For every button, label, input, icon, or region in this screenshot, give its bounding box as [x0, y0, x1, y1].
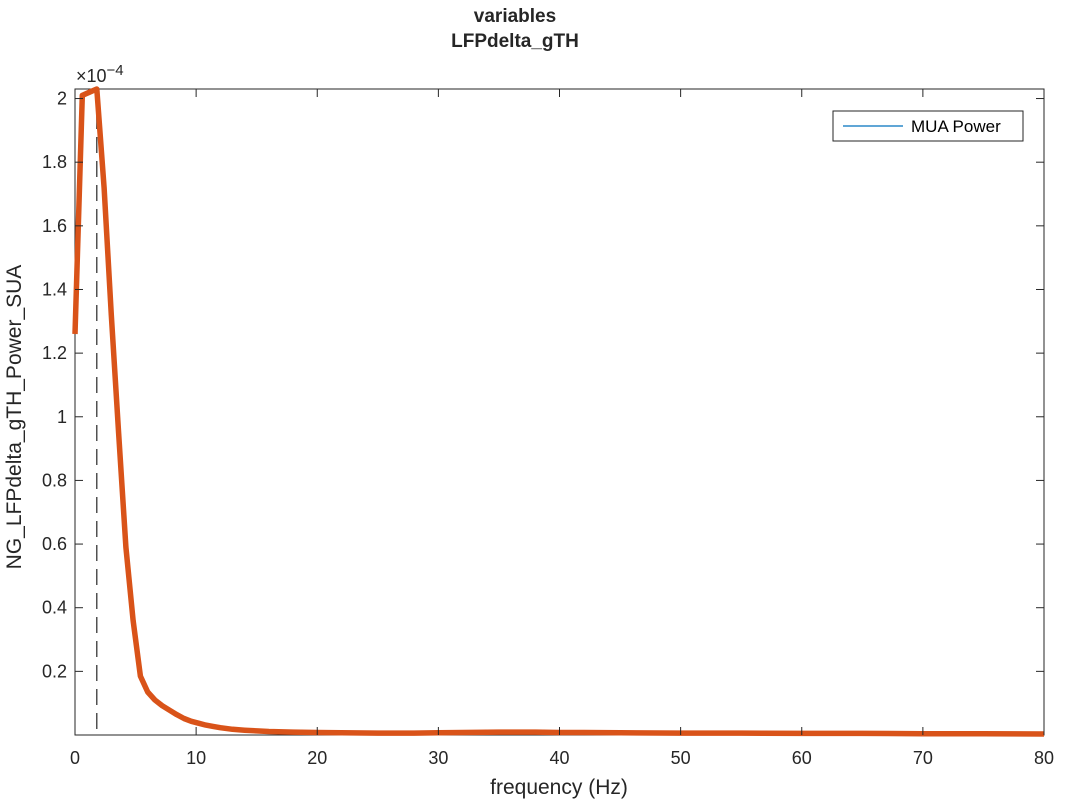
y-tick-label: 0.2	[42, 661, 67, 681]
y-tick-label: 0.6	[42, 534, 67, 554]
x-tick-label: 0	[70, 748, 80, 768]
y-axis: 0.2 0.4 0.6 0.8 1 1.2 1.4 1.6 1.8 2	[42, 89, 1044, 681]
x-tick-label: 80	[1034, 748, 1054, 768]
y-axis-label: NG_LFPdelta_gTH_Power_SUA	[3, 265, 26, 570]
series-line-0	[72, 86, 1045, 737]
legend: MUA Power	[832, 110, 1024, 142]
y-tick-label: 0.8	[42, 470, 67, 490]
x-tick-label: 10	[186, 748, 206, 768]
chart-title-line-1: variables	[474, 6, 556, 27]
y-tick-label: 2	[57, 89, 67, 109]
y-exponent-label: ×10−4	[76, 62, 124, 86]
legend-label-mua-power: MUA Power	[911, 117, 1001, 136]
x-tick-label: 70	[913, 748, 933, 768]
x-axis: 0 10 20 30 40 50 60 70 80	[70, 89, 1054, 768]
plot-area	[72, 86, 1045, 737]
y-tick-label: 1	[57, 407, 67, 427]
y-tick-label: 0.4	[42, 598, 67, 618]
y-tick-label: 1.8	[42, 152, 67, 172]
y-tick-label: 1.2	[42, 343, 67, 363]
x-tick-label: 30	[428, 748, 448, 768]
y-tick-label: 1.4	[42, 279, 67, 299]
x-tick-label: 20	[307, 748, 327, 768]
y-exponent-base: ×10−4	[76, 62, 124, 86]
axes-box	[74, 88, 1045, 736]
x-tick-label: 40	[549, 748, 569, 768]
y-exponent-times: ×10	[76, 66, 107, 86]
y-tick-label: 1.6	[42, 216, 67, 236]
chart-title-line-2: LFPdelta_gTH	[451, 31, 579, 52]
x-axis-label: frequency (Hz)	[490, 776, 628, 799]
y-exponent-power: −4	[107, 62, 124, 79]
x-tick-label: 60	[792, 748, 812, 768]
x-tick-label: 50	[671, 748, 691, 768]
